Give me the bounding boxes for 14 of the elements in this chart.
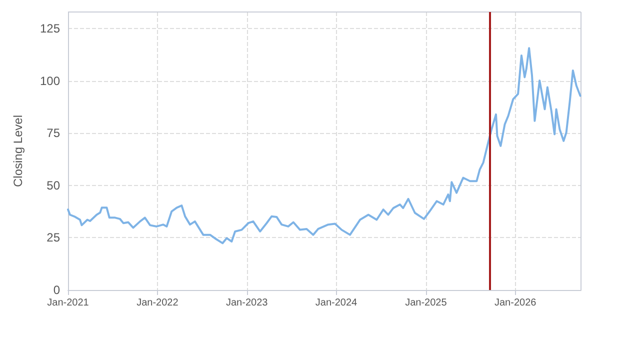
x-tick-label: Jan-2026 — [494, 298, 537, 308]
x-tick-label: Jan-2021 — [47, 298, 90, 308]
x-tick-label: Jan-2024 — [315, 298, 358, 308]
x-tick-label: Jan-2023 — [226, 298, 268, 308]
y-tick-label: 125 — [40, 22, 60, 36]
y-axis-title: Closing Level — [11, 114, 25, 188]
y-tick-label: 0 — [53, 283, 60, 297]
x-tick-label: Jan-2025 — [405, 298, 448, 308]
line-series — [67, 47, 582, 244]
x-tick-label: Jan-2022 — [136, 298, 179, 308]
y-tick-label: 25 — [46, 230, 60, 245]
y-tick-label: 50 — [46, 178, 60, 192]
y-tick-label: 100 — [40, 74, 60, 88]
y-tick-label: 75 — [46, 126, 60, 140]
